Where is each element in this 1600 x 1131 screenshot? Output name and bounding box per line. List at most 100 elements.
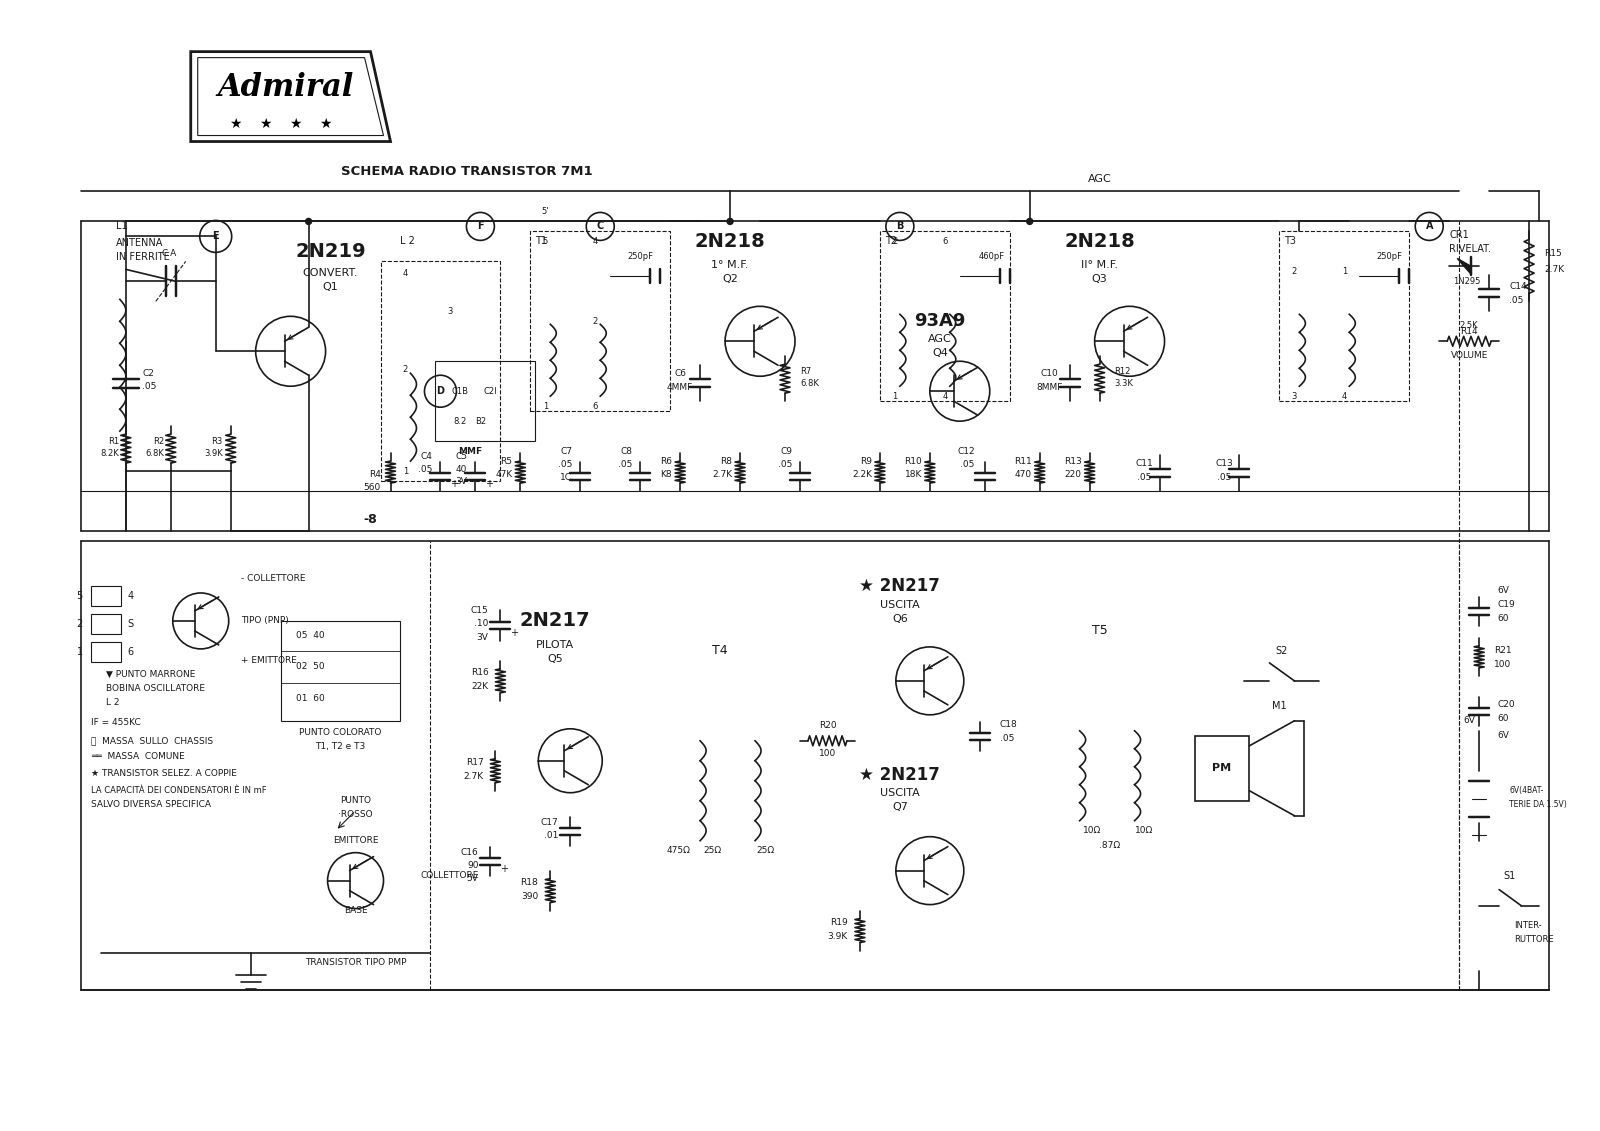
Text: 1: 1 [893,391,898,400]
Text: 5: 5 [542,236,547,245]
Text: +: + [451,480,459,489]
Text: ★ TRANSISTOR SELEZ. A COPPIE: ★ TRANSISTOR SELEZ. A COPPIE [91,769,237,778]
Text: ANTENNA: ANTENNA [115,239,163,249]
Text: 93A9: 93A9 [914,312,965,330]
Text: C4: C4 [421,451,432,460]
Text: INTER-: INTER- [1514,921,1542,930]
Text: F: F [477,222,483,232]
Bar [280,621,400,720]
Text: Q3: Q3 [1091,275,1107,284]
Text: T4: T4 [712,645,728,657]
Text: 1° M.F.: 1° M.F. [712,260,749,270]
Text: 2.2K: 2.2K [851,469,872,478]
Text: TRANSISTOR TIPO PMP: TRANSISTOR TIPO PMP [304,958,406,967]
Text: 6V: 6V [1498,732,1509,741]
Text: 4: 4 [942,391,947,400]
Text: 475Ω: 475Ω [666,846,690,855]
Text: C10: C10 [1042,369,1059,378]
Text: E: E [213,232,219,241]
Text: A: A [1426,222,1434,232]
Text: 2N218: 2N218 [1064,232,1134,251]
Bar [435,361,536,441]
Text: 2: 2 [77,619,83,629]
Text: R6: R6 [661,457,672,466]
Text: Admiral: Admiral [218,72,354,103]
Text: T1: T1 [536,236,547,247]
Text: R4: R4 [368,469,381,478]
Text: Q7: Q7 [891,802,907,812]
Text: IF = 455KC: IF = 455KC [91,718,141,727]
Text: M1: M1 [1272,701,1286,710]
Text: R5: R5 [501,457,512,466]
Text: C13: C13 [1216,459,1234,467]
Text: 2N219: 2N219 [296,242,366,261]
Text: 2.7K: 2.7K [1544,265,1565,274]
Text: 1: 1 [77,647,83,657]
Text: 6V: 6V [1498,587,1509,595]
Text: C1B: C1B [451,387,469,396]
Text: 1N295: 1N295 [1453,277,1482,286]
Text: .05: .05 [618,459,632,468]
Text: .10: .10 [474,620,488,629]
Text: 8MMF: 8MMF [1037,382,1062,391]
Bar [381,261,501,481]
Text: R21: R21 [1494,647,1512,655]
Text: 220: 220 [1064,469,1082,478]
Circle shape [1027,218,1032,224]
Text: 3V: 3V [456,476,467,485]
Text: 6.8K: 6.8K [800,379,819,388]
Text: .05: .05 [1138,473,1152,482]
Text: 390: 390 [522,892,538,901]
Circle shape [306,218,312,224]
Text: R13: R13 [1064,457,1082,466]
Polygon shape [1458,258,1470,275]
Text: II° M.F.: II° M.F. [1082,260,1118,270]
Text: L 2: L 2 [106,698,120,707]
Text: TERIE DA 1.5V): TERIE DA 1.5V) [1509,801,1566,809]
Text: Q6: Q6 [893,614,907,624]
Text: C2: C2 [142,369,155,378]
Text: 4: 4 [592,236,598,245]
Text: 2: 2 [592,317,598,326]
Text: 2N217: 2N217 [520,612,590,630]
Text: D: D [437,386,445,396]
Text: C2I: C2I [483,387,498,396]
Text: 100: 100 [1494,661,1512,670]
Text: .05: .05 [558,459,573,468]
Text: C11: C11 [1136,459,1154,467]
Text: R19: R19 [830,918,848,927]
Text: 2: 2 [1291,267,1298,276]
Text: 3V: 3V [477,633,488,642]
Bar [1280,232,1410,402]
Text: 250pF: 250pF [627,252,653,261]
Text: 3: 3 [1291,391,1298,400]
Text: R16: R16 [470,668,488,677]
Bar [91,642,122,662]
Text: 1: 1 [403,467,408,476]
Text: 01  60: 01 60 [296,694,325,703]
Text: 6: 6 [592,402,598,411]
Text: .05: .05 [1509,296,1523,305]
Text: 5V: 5V [467,874,478,883]
Text: ★: ★ [320,116,331,130]
Text: 1C: 1C [560,473,573,482]
Text: S: S [128,619,134,629]
Text: B: B [896,222,904,232]
Text: T1, T2 e T3: T1, T2 e T3 [315,742,366,751]
Text: 100: 100 [819,749,837,758]
Text: 3.9K: 3.9K [827,932,848,941]
Text: - COLLETTORE: - COLLETTORE [240,575,306,584]
Text: 460pF: 460pF [979,252,1005,261]
Text: 25Ω: 25Ω [755,846,774,855]
Text: R9: R9 [859,457,872,466]
Text: 6: 6 [942,236,947,245]
Text: .05: .05 [960,459,974,468]
Text: C7: C7 [560,447,573,456]
Text: MMF: MMF [458,447,483,456]
Text: R1: R1 [107,437,118,446]
Text: C8: C8 [621,447,632,456]
Text: 6V(4BAT-: 6V(4BAT- [1509,786,1544,795]
Text: ⏚  MASSA  SULLO  CHASSIS: ⏚ MASSA SULLO CHASSIS [91,736,213,745]
Text: 4: 4 [1342,391,1347,400]
Text: 1: 1 [542,402,547,411]
